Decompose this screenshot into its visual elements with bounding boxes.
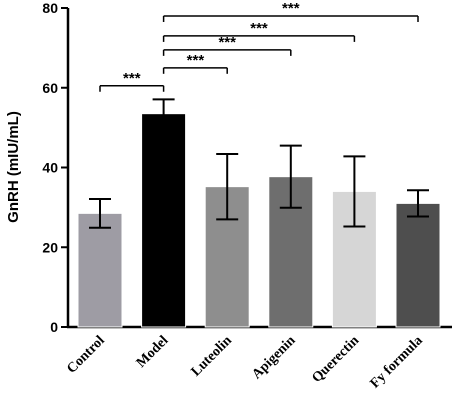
x-tick-label: Luteolin (189, 333, 236, 380)
x-tick-label: Control (64, 333, 108, 377)
y-tick-label: 0 (50, 319, 58, 335)
bar-5 (395, 202, 441, 328)
sig-label: *** (250, 20, 268, 37)
y-tick-label: 20 (42, 239, 58, 255)
x-tick-label: Model (134, 333, 172, 371)
sig-label: *** (123, 70, 141, 87)
x-tick-label: Fy formula (368, 333, 426, 391)
sig-label: *** (187, 52, 205, 69)
sig-label: *** (218, 34, 236, 51)
significance-brackets: *** *** *** *** *** (99, 0, 419, 92)
y-tick-label: 80 (42, 0, 58, 16)
error-bars (89, 98, 429, 229)
y-tick-label: 40 (42, 160, 58, 176)
bars (77, 113, 441, 328)
x-tick-labels: Control Model Luteolin Apigenin Querectin Fy … (64, 333, 425, 391)
y-axis-title: GnRH (mIU/mL) (5, 111, 22, 223)
x-tick-label: Apigenin (250, 333, 299, 382)
x-tick-label: Querectin (309, 333, 362, 386)
bar-1 (141, 113, 187, 328)
bar-0 (77, 212, 123, 328)
y-tick-label: 60 (42, 80, 58, 96)
y-tick-labels: 0 20 40 60 80 (42, 0, 58, 335)
sig-label: *** (282, 0, 300, 17)
axes (61, 7, 452, 329)
